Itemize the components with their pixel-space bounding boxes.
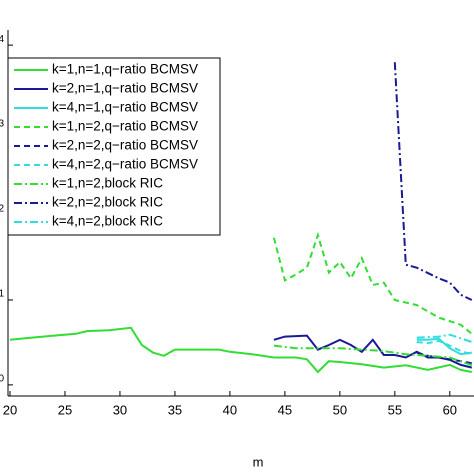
- y-tick-label: 3: [0, 119, 4, 130]
- x-tick-label: 30: [113, 402, 127, 417]
- legend-box: [7, 57, 221, 236]
- series-line: [393, 62, 473, 301]
- legend-label: k=4,n=1,q−ratio BCMSV: [52, 100, 198, 115]
- x-tick-label: 55: [388, 402, 402, 417]
- x-tick-label: 20: [3, 402, 17, 417]
- legend-label: k=1,n=2,q−ratio BCMSV: [52, 119, 198, 134]
- legend-label: k=2,n=1,q−ratio BCMSV: [52, 81, 198, 96]
- x-tick-label: 60: [443, 402, 457, 417]
- legend-label: k=2,n=2,q−ratio BCMSV: [52, 138, 198, 153]
- series-line: [416, 333, 473, 343]
- legend-label: k=1,n=1,q−ratio BCMSV: [52, 62, 198, 77]
- x-tick-label: 40: [223, 402, 237, 417]
- series-line: [272, 231, 473, 335]
- x-tick-label: 25: [58, 402, 72, 417]
- y-tick-label: 2: [0, 204, 4, 215]
- y-tick-label: 1: [0, 289, 4, 300]
- legend-label: k=4,n=2,q−ratio BCMSV: [52, 157, 198, 172]
- legend-label: k=2,n=2,block RIC: [52, 195, 163, 210]
- x-tick-label: 50: [333, 402, 347, 417]
- series-line: [416, 337, 472, 356]
- legend-label: k=4,n=2,block RIC: [52, 214, 163, 229]
- series-line: [9, 326, 472, 374]
- x-tick-label: 35: [168, 402, 182, 417]
- y-tick-label: 0: [0, 374, 4, 385]
- legend-label: k=1,n=2,block RIC: [52, 176, 163, 191]
- x-axis-label: m: [253, 454, 264, 469]
- x-tick-label: 45: [278, 402, 292, 417]
- y-tick-label: 4: [0, 34, 4, 45]
- series-line: [273, 344, 473, 367]
